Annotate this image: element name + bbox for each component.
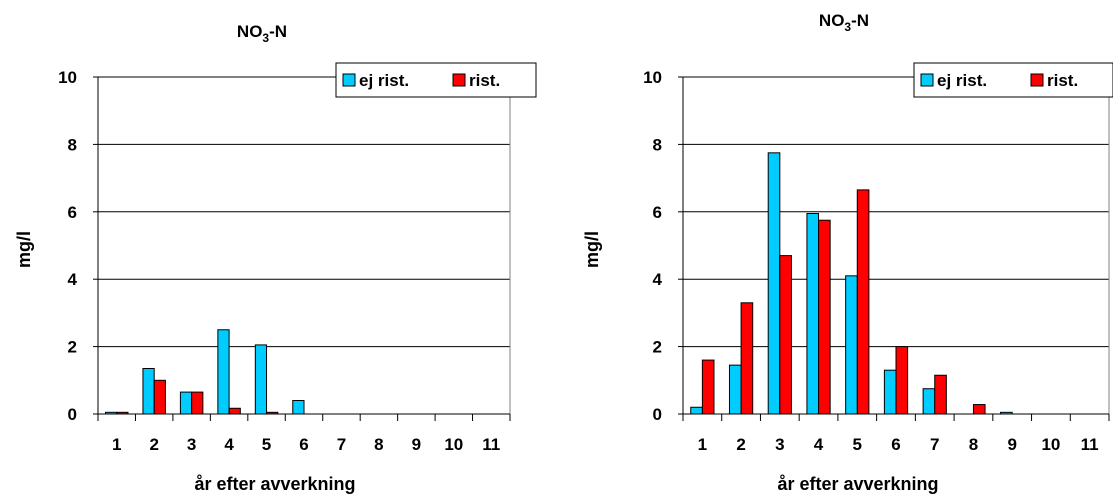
bar-rist: [153, 379, 166, 415]
y-axis-label: mg/l: [582, 231, 602, 268]
bar-ej-rist: [292, 400, 305, 415]
y-tick-label: 6: [68, 203, 77, 222]
legend: ej rist. rist.: [335, 62, 537, 98]
chart-right: NO3-N 0 2 4 6 8 10 1 2 3 4 5 6 7 8 9 10 11 år efter avverk…: [556, 0, 1113, 504]
x-tick-label: 10: [1041, 435, 1060, 454]
legend-swatch: [1030, 73, 1044, 87]
legend-label: rist.: [1047, 71, 1078, 90]
x-tick-label: 2: [736, 435, 745, 454]
x-tick-label: 11: [1081, 435, 1099, 454]
legend-swatch: [920, 73, 934, 87]
chart-title-tail: -N: [269, 22, 287, 41]
chart-title-sub: 3: [262, 31, 269, 45]
chart-title-main: NO: [237, 22, 263, 41]
x-tick-label: 1: [698, 435, 707, 454]
legend-label: ej rist.: [937, 71, 987, 90]
y-tick-label: 2: [653, 338, 662, 357]
y-tick-label: 4: [68, 270, 78, 289]
x-tick-label: 1: [112, 435, 121, 454]
bar-ej-rist: [806, 212, 820, 415]
x-tick-label: 7: [337, 435, 346, 454]
bar-ej-rist: [845, 275, 858, 415]
chart-title: NO3-N: [237, 22, 287, 45]
y-axis-label: mg/l: [14, 231, 34, 268]
y-tick-label: 10: [58, 68, 77, 87]
x-axis-label: år efter avverkning: [777, 474, 938, 494]
legend-swatch: [342, 73, 356, 87]
chart-title-tail: -N: [851, 11, 869, 30]
bar-ej-rist: [883, 369, 897, 415]
bar-rist: [191, 391, 204, 415]
legend-box: [335, 62, 537, 98]
y-tick-label: 10: [643, 68, 662, 87]
bar-rist: [818, 219, 831, 415]
bar-rist: [895, 346, 909, 415]
y-tick-label: 8: [653, 135, 662, 154]
bar-rist: [228, 407, 241, 415]
x-tick-label: 8: [374, 435, 383, 454]
x-tick-label: 8: [969, 435, 978, 454]
bar-ej-rist: [767, 152, 781, 415]
x-tick-label: 6: [891, 435, 900, 454]
chart-left: NO3-N 0 2 4 6 8 10 1 2 3 4 5 6 7 8 9 10 11 år efter avverk…: [0, 0, 556, 504]
bar-rist: [779, 255, 792, 415]
bar-ej-rist: [179, 391, 193, 415]
x-tick-label: 4: [224, 435, 234, 454]
x-tick-label: 6: [299, 435, 308, 454]
y-tick-label: 6: [653, 203, 662, 222]
bar-ej-rist: [690, 406, 703, 415]
x-tick-label: 7: [930, 435, 939, 454]
x-tick-label: 9: [412, 435, 421, 454]
x-tick-label: 10: [444, 435, 463, 454]
bar-rist: [701, 359, 715, 415]
bar-rist: [740, 302, 754, 415]
x-tick-label: 5: [262, 435, 271, 454]
bar-ej-rist: [922, 388, 936, 415]
x-tick-label: 3: [187, 435, 196, 454]
legend-box: [913, 62, 1113, 98]
legend-label: ej rist.: [359, 71, 409, 90]
legend-label: rist.: [469, 71, 500, 90]
chart-title-sub: 3: [844, 20, 851, 34]
x-tick-label: 2: [149, 435, 158, 454]
x-tick-label: 5: [853, 435, 862, 454]
x-tick-label: 4: [814, 435, 824, 454]
y-tick-label: 4: [653, 270, 663, 289]
bar-ej-rist: [254, 344, 268, 415]
y-tick-label: 0: [653, 405, 662, 424]
legend-swatch: [452, 73, 466, 87]
y-tick-label: 8: [68, 135, 77, 154]
x-tick-label: 11: [482, 435, 500, 454]
bar-ej-rist: [142, 368, 155, 415]
y-tick-label: 2: [68, 338, 77, 357]
bar-rist: [972, 404, 986, 415]
bar-rist: [856, 189, 870, 415]
bar-ej-rist: [728, 364, 742, 415]
x-axis-label: år efter avverkning: [194, 474, 355, 494]
bar-rist: [934, 374, 947, 415]
x-tick-label: 9: [1007, 435, 1016, 454]
legend: ej rist. rist.: [913, 62, 1113, 98]
y-tick-label: 0: [68, 405, 77, 424]
chart-title-main: NO: [819, 11, 845, 30]
chart-title: NO3-N: [819, 11, 869, 34]
x-tick-label: 3: [775, 435, 784, 454]
bar-ej-rist: [217, 329, 230, 415]
